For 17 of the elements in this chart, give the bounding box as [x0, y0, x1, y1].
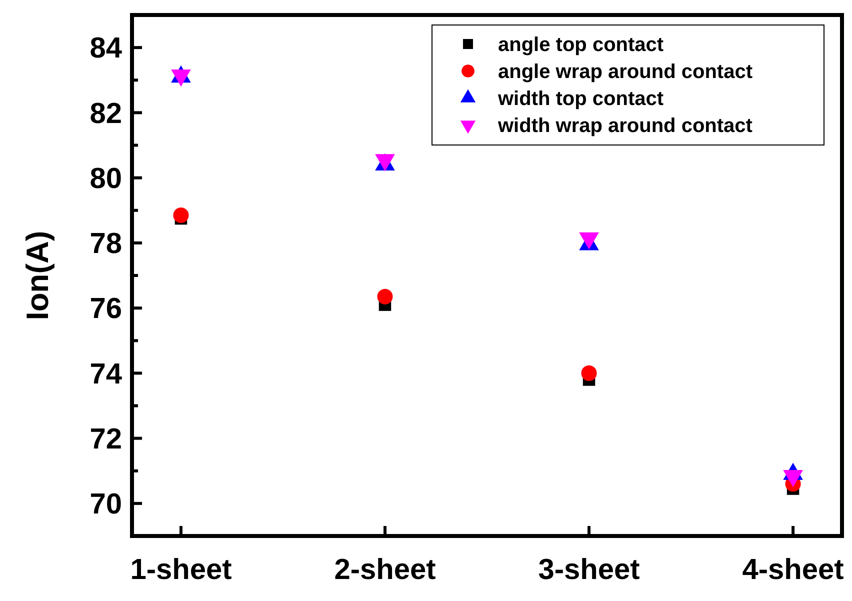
y-tick-label: 80: [90, 162, 122, 195]
y-axis-title: Ion(A): [20, 230, 55, 320]
y-tick-label: 82: [90, 98, 122, 130]
y-tick-label: 84: [90, 32, 122, 65]
x-tick-label: 1-sheet: [130, 554, 232, 586]
legend-label: width top contact: [497, 88, 664, 110]
y-tick-label: 74: [90, 358, 122, 390]
x-tick-label: 2-sheet: [334, 554, 436, 586]
y-tick-label: 78: [90, 228, 122, 260]
legend-label: angle top contact: [498, 34, 664, 56]
x-tick-label: 3-sheet: [538, 554, 640, 586]
x-tick-label: 4-sheet: [742, 554, 844, 586]
legend-label: angle wrap around contact: [498, 61, 753, 83]
y-tick-label: 76: [90, 293, 122, 326]
legend-label: width wrap around contact: [497, 115, 753, 137]
y-tick-label: 70: [90, 488, 122, 521]
y-tick-label: 72: [90, 423, 122, 456]
